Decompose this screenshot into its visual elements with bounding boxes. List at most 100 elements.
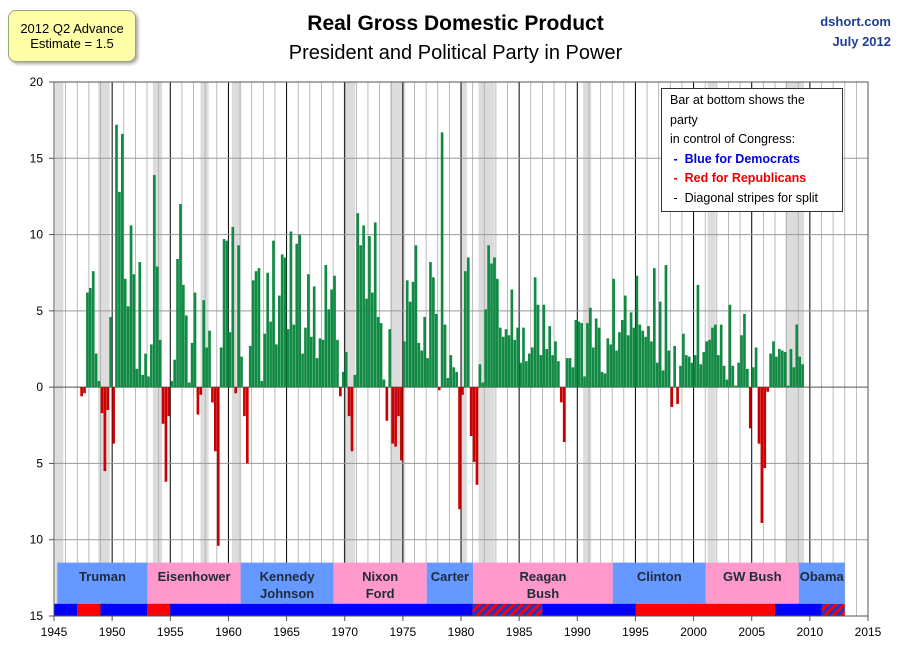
gdp-bar <box>795 324 799 388</box>
gdp-bar <box>109 316 113 388</box>
x-tick-label: 2000 <box>680 625 707 639</box>
gdp-bar <box>621 320 624 388</box>
gdp-bar <box>167 387 171 417</box>
president-label: Reagan Bush <box>473 568 613 602</box>
gdp-bar <box>763 387 767 469</box>
gdp-bar <box>562 387 566 443</box>
gdp-bar <box>280 254 284 388</box>
gdp-bar <box>516 327 520 388</box>
president-name: Truman <box>78 568 126 584</box>
gdp-bar <box>504 329 508 388</box>
gdp-bar <box>118 191 121 388</box>
congress-segment <box>542 603 636 616</box>
gdp-bar <box>388 329 392 388</box>
gdp-bar <box>746 368 749 388</box>
gdp-bar <box>446 377 450 388</box>
president-name: Eisenhower <box>157 568 231 584</box>
gdp-bar <box>455 371 458 388</box>
gdp-bar <box>199 387 203 395</box>
gdp-bar <box>152 175 156 388</box>
gdp-bar <box>417 342 421 388</box>
gdp-bar <box>513 339 517 388</box>
legend-red-label: Red for Republicans <box>684 171 807 185</box>
gdp-bar <box>187 382 191 388</box>
gdp-bar <box>559 387 563 403</box>
gdp-bar <box>126 306 130 388</box>
president-label: Truman <box>57 568 147 585</box>
gdp-bar <box>147 376 150 388</box>
gdp-bar <box>228 332 232 388</box>
gdp-bar <box>443 324 447 388</box>
gdp-bar <box>324 265 328 388</box>
gdp-bars <box>80 124 804 546</box>
gdp-bar <box>362 225 365 388</box>
gdp-bar <box>120 133 124 388</box>
gdp-bar <box>193 292 197 388</box>
gdp-bar <box>539 355 543 388</box>
gdp-bar <box>481 382 485 388</box>
gdp-bar <box>658 301 662 388</box>
gdp-bar <box>740 335 743 388</box>
congress-segment <box>54 603 78 616</box>
gdp-bar <box>272 240 275 388</box>
gdp-bar <box>336 339 339 388</box>
gdp-bar <box>597 327 601 388</box>
gdp-bar <box>260 381 264 388</box>
recession-band <box>98 82 110 616</box>
gdp-bar <box>129 225 133 388</box>
gdp-bar <box>586 323 589 388</box>
gdp-bar <box>333 275 336 388</box>
x-tick-label: 1975 <box>390 625 417 639</box>
gdp-bar <box>97 381 101 388</box>
gdp-bar <box>449 355 453 388</box>
gdp-bar <box>350 387 354 452</box>
gdp-bar <box>583 376 586 388</box>
gdp-bar <box>737 362 740 388</box>
gdp-bar <box>225 240 229 388</box>
gdp-bar <box>789 349 793 388</box>
gdp-bar <box>647 326 650 388</box>
gdp-bar <box>205 347 208 388</box>
gdp-bar <box>527 353 531 388</box>
recession-band <box>343 82 356 616</box>
gdp-bar <box>219 347 223 388</box>
gdp-bar <box>245 387 249 464</box>
gdp-bar <box>196 387 200 415</box>
gdp-bar <box>208 330 211 388</box>
gdp-bar <box>522 327 525 388</box>
gdp-bar <box>257 268 261 388</box>
y-tick-label: 0 <box>36 380 43 394</box>
source-site: dshort.com <box>820 14 891 29</box>
gdp-bar <box>574 320 578 388</box>
gdp-bar <box>728 304 732 388</box>
gdp-bar <box>286 329 290 388</box>
gdp-bar <box>661 370 665 388</box>
gdp-bar <box>292 324 296 388</box>
gdp-bar <box>216 387 220 546</box>
gdp-bar <box>385 387 389 421</box>
gdp-bar <box>144 353 147 388</box>
gdp-bar <box>635 275 639 388</box>
recession-band <box>231 82 242 616</box>
gdp-bar <box>359 245 363 388</box>
gdp-bar <box>751 367 755 388</box>
gdp-bar <box>298 234 301 388</box>
president-band <box>705 562 799 604</box>
gdp-bar <box>612 278 615 388</box>
gdp-bar <box>327 309 331 388</box>
gdp-bar <box>176 258 179 388</box>
x-tick-label: 1980 <box>448 625 475 639</box>
gdp-bar <box>644 336 647 388</box>
gdp-bar <box>565 358 569 388</box>
gdp-bar <box>775 356 778 388</box>
gdp-bar <box>670 387 674 407</box>
gdp-bar <box>382 379 386 388</box>
president-name: Nixon <box>362 568 399 584</box>
gdp-bar <box>123 278 127 388</box>
president-label: Kennedy Johnson <box>241 568 334 602</box>
gdp-bar <box>307 274 310 388</box>
gdp-bar <box>687 356 691 388</box>
gdp-bar <box>277 295 281 388</box>
president-bands <box>57 562 845 604</box>
gdp-bar <box>478 364 482 388</box>
